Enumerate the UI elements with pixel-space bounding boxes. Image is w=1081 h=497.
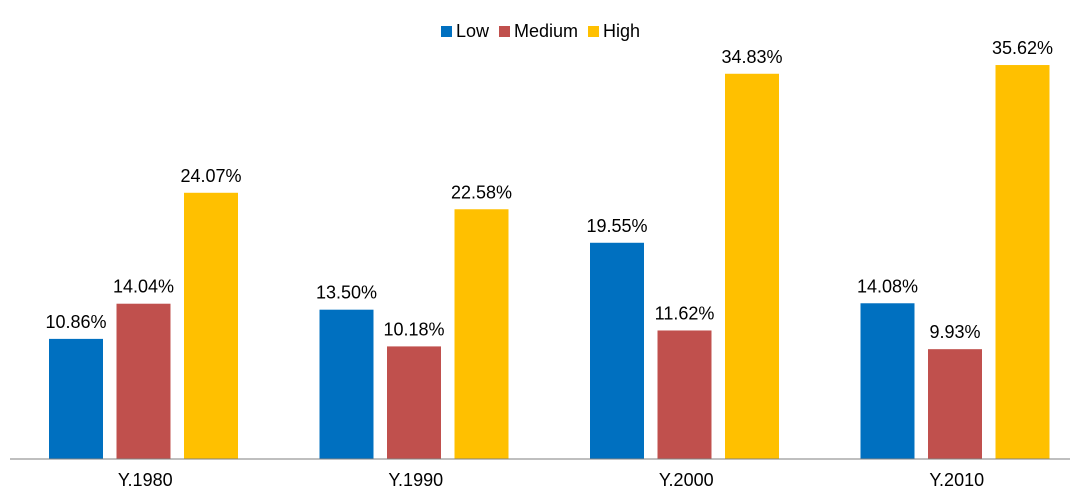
bar-low-y2010 (860, 303, 915, 459)
legend-swatch-low (440, 26, 452, 37)
bar-high-y2000 (725, 73, 779, 460)
bar-medium-y1990 (387, 346, 441, 459)
data-labels-layer: 10.86% 14.04% 24.07% 13.50% 10.18% 22.58% 19.5… (45, 38, 1053, 342)
legend-swatch-high (588, 26, 600, 37)
legend-swatch-medium (498, 26, 510, 37)
bar-low-y1990 (319, 309, 374, 459)
bars-layer (49, 65, 1050, 460)
legend-item-low: Low (440, 21, 489, 42)
data-label-low-y1990: 13.50% (316, 283, 377, 303)
legend-label-high: High (603, 21, 641, 41)
bar-high-y1980 (184, 192, 238, 459)
data-label-high-y1990: 22.58% (451, 182, 512, 202)
x-tick-label-y2000: Y.2000 (659, 470, 714, 490)
legend-item-high: High (588, 21, 640, 42)
bar-medium-y2000 (657, 330, 712, 459)
legend-label-low: Low (455, 21, 489, 41)
bar-medium-y1980 (116, 303, 171, 459)
x-axis-tick-labels: Y.1980 Y.1990 Y.2000 Y.2010 (118, 470, 984, 490)
data-label-high-y2010: 35.62% (992, 38, 1053, 58)
bar-high-y2010 (995, 65, 1050, 460)
data-label-high-y2000: 34.83% (721, 47, 782, 67)
data-label-medium-y1980: 14.04% (113, 277, 174, 297)
data-label-low-y1980: 10.86% (45, 312, 106, 332)
x-tick-label-y1990: Y.1990 (388, 470, 443, 490)
data-label-medium-y2000: 11.62% (655, 303, 715, 323)
legend-item-medium: Medium (498, 21, 579, 42)
bar-high-y1990 (454, 209, 509, 459)
data-label-low-y2000: 19.55% (586, 216, 647, 236)
data-label-medium-y1990: 10.18% (383, 319, 444, 339)
bar-medium-y2010 (928, 349, 982, 459)
data-label-medium-y2010: 9.93% (929, 322, 980, 342)
x-tick-label-y2010: Y.2010 (929, 470, 984, 490)
legend-label-medium: Medium (513, 21, 579, 41)
data-label-low-y2010: 14.08% (857, 276, 918, 296)
bar-low-y1980 (49, 338, 103, 459)
chart-legend: Low Medium High (0, 21, 1081, 42)
x-tick-label-y1980: Y.1980 (118, 470, 173, 490)
bar-low-y2000 (590, 242, 644, 459)
data-label-high-y1980: 24.07% (180, 166, 241, 186)
